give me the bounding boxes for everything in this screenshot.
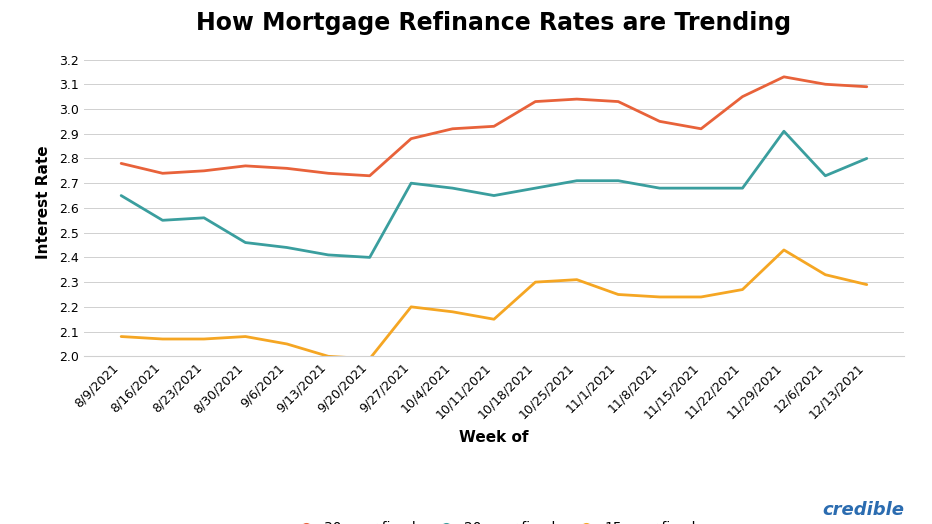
Text: credible: credible: [822, 501, 904, 519]
X-axis label: Week of: Week of: [459, 430, 528, 444]
Legend: 30-year fixed, 20-year-fixed, 15-year-fixed: 30-year fixed, 20-year-fixed, 15-year-fi…: [286, 516, 702, 524]
Y-axis label: Interest Rate: Interest Rate: [35, 145, 51, 258]
Title: How Mortgage Refinance Rates are Trending: How Mortgage Refinance Rates are Trendin…: [197, 12, 791, 36]
